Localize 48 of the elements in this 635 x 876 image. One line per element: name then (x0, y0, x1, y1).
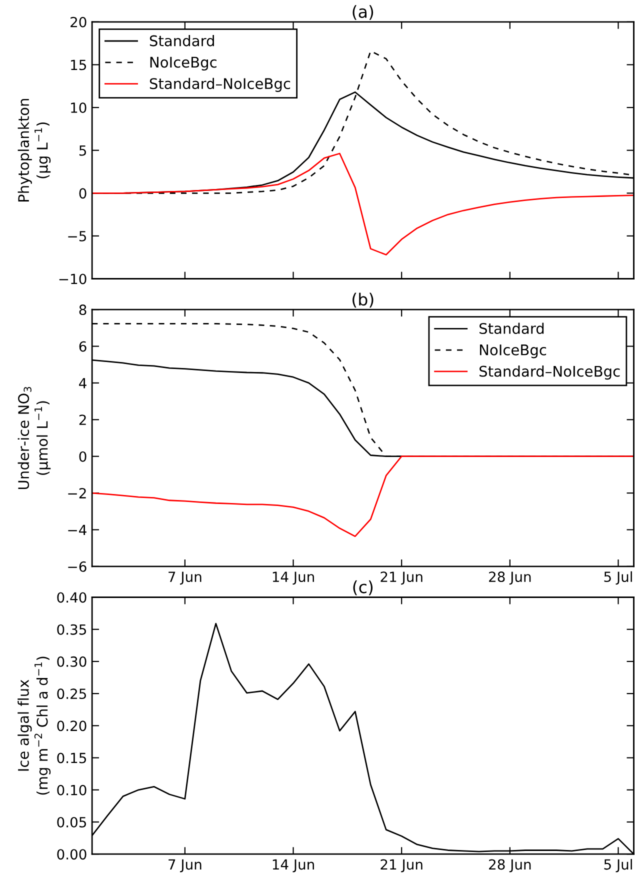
y-tick-label: 0.15 (57, 752, 86, 764)
y-tick-label: −2 (68, 488, 86, 498)
y-tick-label: 0.35 (57, 624, 86, 635)
text: Under-ice NO$_{3}$ (μmol L$^{−1}$) (18, 386, 51, 490)
y-tick-label: 0.40 (57, 592, 86, 603)
y-tick-label: 15 (71, 60, 86, 70)
x-tick-label: 5 Jul (604, 858, 632, 872)
y-tick-label: 0.05 (57, 816, 86, 828)
x-tick-label: 28 Jun (489, 572, 531, 585)
y-axis-title: Phytoplankton (μg L$^{−1}$) (18, 99, 51, 202)
y-tick-label: −4 (68, 524, 86, 536)
legend-label: NoIceBgc (480, 344, 546, 358)
y-tick-label: −10 (59, 274, 86, 284)
line-series (92, 152, 634, 256)
y-tick-label: −5 (68, 231, 86, 242)
y-tick-label: 0.20 (57, 720, 86, 732)
line-series (92, 456, 634, 538)
y-tick-label: 0 (79, 451, 86, 462)
x-tick-label: 5 Jul (604, 571, 632, 585)
y-tick-label: 0 (79, 188, 86, 199)
y-tick-label: 6 (79, 341, 86, 352)
x-tick-label: 21 Jun (380, 859, 422, 872)
chart-title: (a) (352, 5, 374, 20)
y-tick-label: 0.25 (57, 688, 86, 700)
y-tick-label: 0.10 (57, 784, 86, 796)
y-tick-label: 8 (79, 304, 86, 316)
y-tick-label: 0.00 (57, 849, 86, 860)
chart-title: (b) (352, 292, 374, 308)
legend-label: Standard (150, 35, 214, 46)
legend-label: Standard–NoIceBgc (150, 78, 290, 92)
legend-label: NoIceBgc (150, 56, 216, 71)
chart-title: (c) (353, 580, 373, 596)
y-tick-label: 2 (79, 414, 86, 425)
y-tick-label: −6 (68, 561, 86, 572)
y-tick-label: 4 (79, 378, 86, 388)
x-tick-label: 7 Jun (168, 859, 202, 872)
legend-label: Standard–NoIceBgc (480, 366, 620, 380)
x-tick-label: 14 Jun (272, 859, 314, 872)
x-tick-label: 28 Jun (489, 859, 531, 872)
y-tick-label: 5 (79, 145, 86, 156)
y-tick-label: 0.30 (57, 656, 86, 667)
x-tick-label: 7 Jun (168, 572, 202, 585)
y-tick-label: 20 (70, 16, 86, 28)
legend-label: Standard (480, 322, 544, 334)
y-tick-label: 10 (71, 102, 86, 113)
x-tick-label: 21 Jun (380, 572, 422, 585)
x-tick-label: 14 Jun (272, 572, 314, 585)
y-axis-title: Ice algal flux (mg m$^{−2}$ Chl a d$^{−1}$) (18, 656, 51, 795)
